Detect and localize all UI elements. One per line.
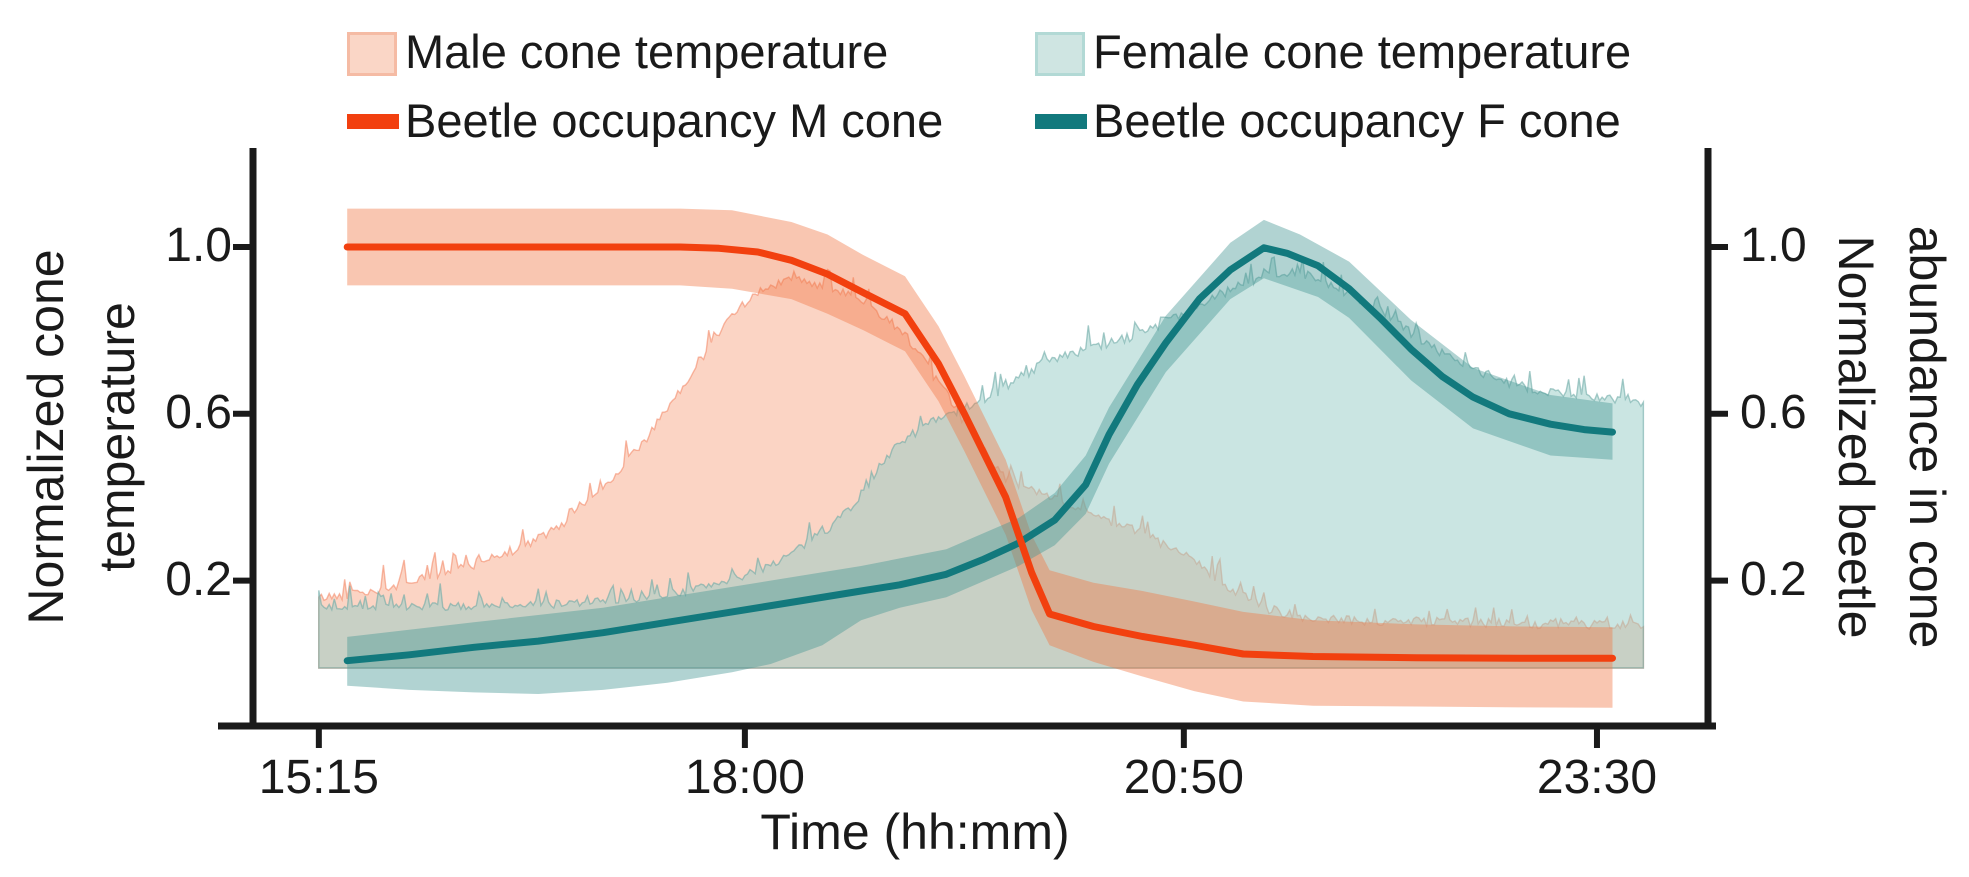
line-beetle_f xyxy=(343,244,1616,665)
y-left-tick-label-1.0: 1.0 xyxy=(165,219,232,272)
y-left-tick-label-0.6: 0.6 xyxy=(165,385,232,439)
male-temp-swatch xyxy=(347,32,397,76)
legend-label-beetle-m: Beetle occupancy M cone xyxy=(405,94,944,147)
band-female_temp xyxy=(318,256,1645,669)
y-right-tick-label-1.0: 1.0 xyxy=(1740,219,1807,272)
legend-label-female-temp: Female cone temperature xyxy=(1093,25,1632,78)
y-left-title-line1: Normalized cone xyxy=(18,249,74,625)
beetle-m-line-swatch xyxy=(347,114,399,129)
y-right-tick-label-0.6: 0.6 xyxy=(1740,385,1807,439)
female-temp-swatch xyxy=(1035,32,1085,76)
x-tick-label-23:30: 23:30 xyxy=(1536,751,1658,804)
x-tick-label-15:15: 15:15 xyxy=(258,751,379,804)
y-right-tick-label-0.2: 0.2 xyxy=(1740,552,1807,606)
y-right-title-line1: Normalized beetle xyxy=(1828,235,1884,639)
y-left-tick-label-0.2: 0.2 xyxy=(165,552,232,606)
x-axis-title: Time (hh:mm) xyxy=(760,804,1070,860)
beetle-f-line-swatch xyxy=(1035,114,1087,129)
legend-label-male-temp: Male cone temperature xyxy=(405,25,889,78)
y-right-title-line2: abundance in cone xyxy=(1899,225,1955,649)
x-tick-label-18:00: 18:00 xyxy=(684,751,805,804)
ribbon-beetle_m xyxy=(347,208,1613,708)
x-tick-label-20:50: 20:50 xyxy=(1123,751,1244,804)
legend-label-beetle-f: Beetle occupancy F cone xyxy=(1093,94,1621,147)
line-beetle_m xyxy=(343,243,1616,662)
